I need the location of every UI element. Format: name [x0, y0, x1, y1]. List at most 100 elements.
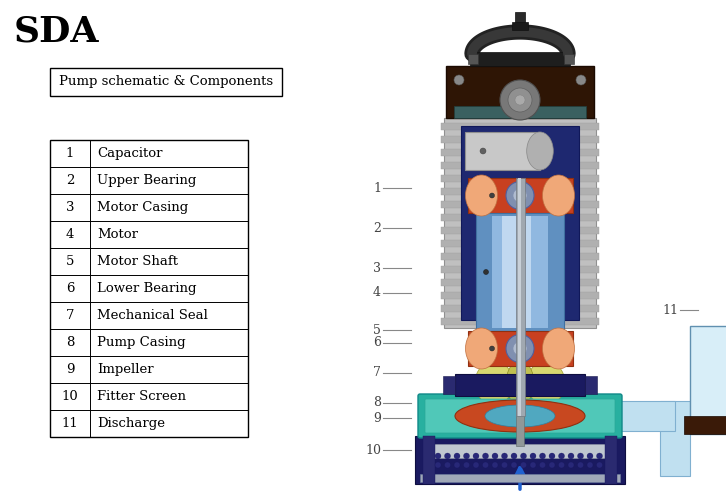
- Bar: [441, 292, 599, 299]
- Text: 7: 7: [373, 366, 381, 380]
- Circle shape: [463, 462, 470, 468]
- Text: 11: 11: [662, 303, 678, 317]
- Text: Lower Bearing: Lower Bearing: [97, 282, 197, 295]
- Bar: [476, 213, 564, 331]
- Text: 1: 1: [66, 147, 74, 160]
- Circle shape: [484, 270, 489, 275]
- Bar: [518, 178, 521, 416]
- Bar: [446, 66, 594, 118]
- Bar: [468, 54, 478, 64]
- Bar: [620, 401, 675, 431]
- Bar: [585, 376, 597, 394]
- Circle shape: [435, 462, 441, 468]
- Text: 9: 9: [66, 363, 74, 376]
- Circle shape: [530, 453, 536, 459]
- Circle shape: [511, 462, 517, 468]
- Bar: [470, 52, 570, 66]
- Circle shape: [454, 462, 460, 468]
- Circle shape: [515, 95, 525, 105]
- Bar: [441, 266, 599, 273]
- Circle shape: [549, 453, 555, 459]
- Circle shape: [587, 462, 593, 468]
- Text: Motor Casing: Motor Casing: [97, 201, 188, 214]
- Text: 2: 2: [66, 174, 74, 187]
- Bar: [441, 253, 599, 260]
- Circle shape: [463, 453, 470, 459]
- Text: 5: 5: [373, 324, 381, 337]
- Bar: [443, 376, 455, 394]
- Bar: [423, 436, 435, 484]
- Text: Pump Casing: Pump Casing: [97, 336, 186, 349]
- Text: Pump schematic & Components: Pump schematic & Components: [59, 76, 273, 89]
- Circle shape: [483, 453, 489, 459]
- Text: Motor Shaft: Motor Shaft: [97, 255, 178, 268]
- Circle shape: [549, 462, 555, 468]
- Text: Discharge: Discharge: [97, 417, 165, 430]
- Circle shape: [483, 462, 489, 468]
- Bar: [468, 178, 573, 213]
- Text: SDA: SDA: [14, 14, 99, 48]
- Ellipse shape: [526, 132, 553, 170]
- Text: 5: 5: [66, 255, 74, 268]
- Bar: [441, 162, 599, 169]
- Bar: [441, 201, 599, 208]
- Circle shape: [444, 462, 451, 468]
- Circle shape: [539, 462, 545, 468]
- Circle shape: [473, 453, 479, 459]
- Circle shape: [435, 453, 441, 459]
- Circle shape: [513, 188, 527, 203]
- Text: 1: 1: [373, 181, 381, 195]
- Circle shape: [444, 453, 451, 459]
- Text: 3: 3: [373, 262, 381, 275]
- Bar: [441, 149, 599, 156]
- Circle shape: [492, 462, 498, 468]
- FancyBboxPatch shape: [425, 399, 615, 433]
- Text: 9: 9: [373, 411, 381, 424]
- Circle shape: [577, 453, 584, 459]
- Bar: [515, 178, 524, 416]
- Circle shape: [473, 462, 479, 468]
- Text: Motor: Motor: [97, 228, 138, 241]
- Bar: [684, 416, 726, 434]
- Text: Capacitor: Capacitor: [97, 147, 163, 160]
- Bar: [441, 188, 599, 195]
- Text: 10: 10: [365, 444, 381, 457]
- Text: 4: 4: [66, 228, 74, 241]
- Ellipse shape: [542, 175, 574, 216]
- Bar: [441, 318, 599, 325]
- Circle shape: [511, 453, 517, 459]
- Text: 2: 2: [373, 221, 381, 234]
- Circle shape: [521, 453, 526, 459]
- Bar: [660, 401, 690, 476]
- Circle shape: [508, 88, 532, 112]
- Bar: [564, 54, 574, 64]
- Bar: [605, 436, 617, 484]
- Circle shape: [454, 453, 460, 459]
- Text: Upper Bearing: Upper Bearing: [97, 174, 196, 187]
- Bar: [50, 140, 248, 437]
- Bar: [516, 391, 524, 446]
- Bar: [454, 106, 586, 118]
- Circle shape: [489, 193, 494, 198]
- Circle shape: [568, 462, 574, 468]
- Circle shape: [521, 462, 526, 468]
- Bar: [415, 436, 625, 484]
- Circle shape: [577, 462, 584, 468]
- Circle shape: [558, 462, 565, 468]
- Bar: [50, 68, 282, 96]
- Bar: [512, 22, 528, 30]
- Circle shape: [597, 453, 603, 459]
- Ellipse shape: [485, 405, 555, 427]
- Ellipse shape: [506, 361, 534, 405]
- Circle shape: [576, 75, 586, 85]
- Bar: [455, 374, 585, 396]
- Bar: [420, 474, 620, 482]
- Ellipse shape: [465, 175, 497, 216]
- Circle shape: [568, 453, 574, 459]
- Bar: [441, 136, 599, 143]
- Text: 10: 10: [62, 390, 78, 403]
- Text: 4: 4: [373, 286, 381, 299]
- Bar: [690, 326, 726, 434]
- Ellipse shape: [465, 328, 497, 369]
- Bar: [492, 216, 548, 328]
